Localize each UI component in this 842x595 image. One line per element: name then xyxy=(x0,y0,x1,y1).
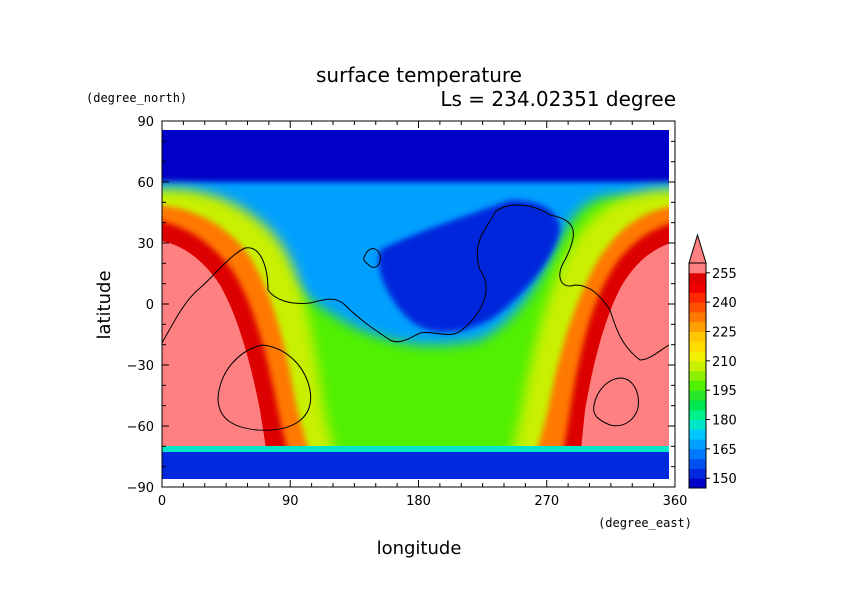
colorbar-swatch xyxy=(689,390,706,401)
contour-island xyxy=(363,248,381,268)
colorbar-swatch xyxy=(689,282,706,293)
colorbar-swatch xyxy=(689,448,706,460)
contour-west xyxy=(162,204,669,361)
colorbar-swatch xyxy=(689,302,706,313)
x-tick-label: 90 xyxy=(282,494,299,509)
x-ticks: 0 90 180 270 360 xyxy=(158,121,688,509)
temperature-field xyxy=(162,130,669,479)
region-north-polar xyxy=(162,130,669,182)
y-tick-label: −90 xyxy=(127,481,154,496)
x-units-label: (degree_east) xyxy=(598,516,692,530)
x-axis-label: longitude xyxy=(377,538,462,559)
colorbar-swatch xyxy=(689,263,706,274)
colorbar-swatch xyxy=(689,439,706,450)
colorbar-swatch xyxy=(689,478,706,489)
colorbar-label: 225 xyxy=(712,325,737,340)
y-units-label: (degree_north) xyxy=(86,91,187,105)
colorbar-swatch xyxy=(689,292,706,303)
region-deep-night xyxy=(378,200,560,333)
colorbar-swatch xyxy=(689,370,706,381)
y-tick-label: −30 xyxy=(127,359,154,374)
colorbar-label: 150 xyxy=(712,472,737,487)
chart-title: surface temperature xyxy=(316,63,522,87)
colorbar-label: 195 xyxy=(712,384,737,399)
x-tick-label: 270 xyxy=(534,494,559,509)
colorbar-swatch xyxy=(689,458,706,469)
region-day-east xyxy=(581,243,669,450)
colorbar-swatch xyxy=(689,341,706,352)
contour-south-east xyxy=(593,377,639,427)
colorbar-frame xyxy=(688,262,707,489)
colorbar-label: 255 xyxy=(712,267,737,282)
contour-lines xyxy=(162,204,669,431)
y-ticks: 90 60 30 0 −30 −60 −90 xyxy=(127,115,675,496)
colorbar-swatch xyxy=(689,321,706,332)
colorbar-label: 165 xyxy=(712,443,737,458)
colorbar: 150 165 180 195 210 225 240 255 xyxy=(688,233,737,489)
contour-south-west xyxy=(217,344,312,431)
colorbar-swatch xyxy=(689,468,706,479)
y-tick-label: 30 xyxy=(137,237,154,252)
y-axis-label: latitude xyxy=(94,270,115,339)
x-tick-label: 0 xyxy=(158,494,166,509)
colorbar-overflow-arrow xyxy=(688,233,707,264)
region-day-west xyxy=(162,241,266,450)
y-tick-label: 0 xyxy=(146,298,154,313)
x-tick-label: 360 xyxy=(663,494,688,509)
colorbar-swatch xyxy=(689,399,706,411)
y-tick-label: −60 xyxy=(127,420,154,435)
y-tick-label: 60 xyxy=(137,176,154,191)
region-south-band xyxy=(162,452,669,479)
colorbar-swatch xyxy=(689,331,706,342)
colorbar-swatch xyxy=(689,311,706,323)
colorbar-swatch xyxy=(689,272,706,284)
x-tick-label: 180 xyxy=(406,494,431,509)
colorbar-swatch xyxy=(689,409,706,421)
colorbar-swatch xyxy=(689,351,706,362)
colorbar-swatch xyxy=(689,360,706,372)
colorbar-label: 180 xyxy=(712,414,737,429)
colorbar-swatch xyxy=(689,380,706,391)
region-south-band-cyan xyxy=(162,446,669,454)
colorbar-label: 210 xyxy=(712,355,737,370)
y-tick-label: 90 xyxy=(137,115,154,130)
colorbar-swatch xyxy=(689,419,706,430)
chart-subtitle: Ls = 234.02351 degree xyxy=(440,87,676,111)
colorbar-swatch xyxy=(689,429,706,440)
colorbar-label: 240 xyxy=(712,296,737,311)
